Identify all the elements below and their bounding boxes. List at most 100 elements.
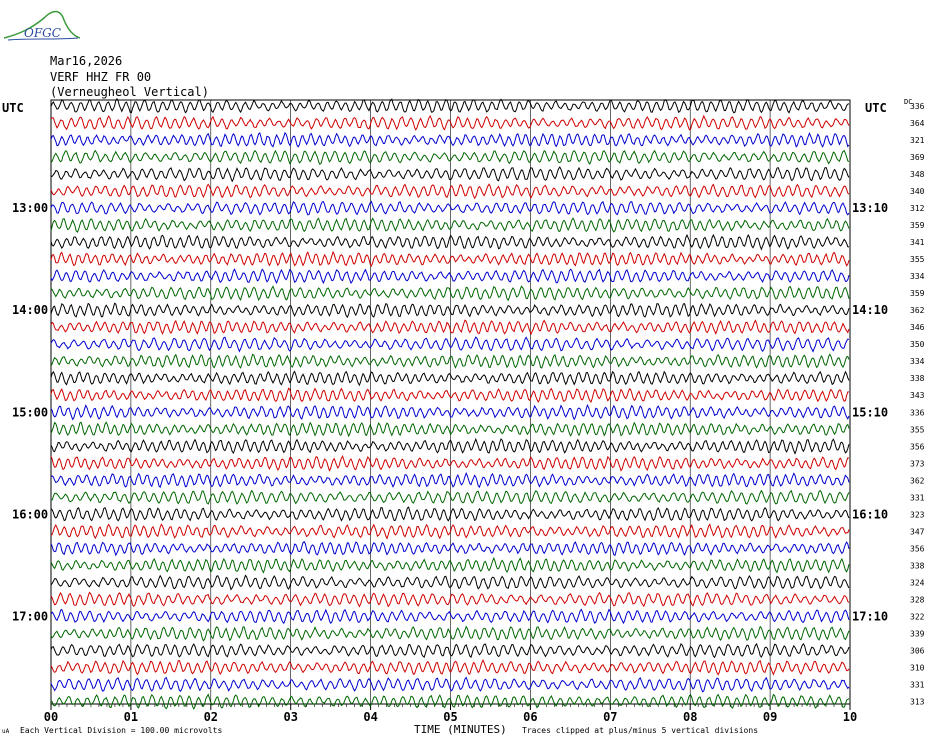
- dc-offset-value: 321: [910, 136, 925, 145]
- dc-offset-value: 346: [910, 323, 925, 332]
- logo-mountain-icon: [3, 10, 81, 41]
- x-tick-label: 03: [283, 710, 297, 724]
- dc-offset-value: 339: [910, 629, 925, 638]
- left-time-label: 15:00: [12, 405, 48, 419]
- trace-31: [50, 608, 850, 625]
- trace-8: [50, 217, 850, 233]
- dc-offset-value: 334: [910, 357, 925, 366]
- x-tick-label: 06: [523, 710, 537, 724]
- dc-offset-value: 355: [910, 425, 925, 434]
- dc-offset-value: 350: [910, 340, 925, 349]
- trace-24: [50, 489, 850, 505]
- x-tick-label: 00: [44, 710, 58, 724]
- clip-note: Traces clipped at plus/minus 5 vertical …: [522, 726, 759, 735]
- header-date: Mar16,2026: [50, 54, 123, 68]
- right-time-label: 15:10: [852, 405, 888, 419]
- dc-offset-value: 356: [910, 544, 925, 553]
- trace-11: [50, 268, 850, 285]
- trace-17: [50, 370, 850, 387]
- left-time-label: 16:00: [12, 507, 48, 521]
- trace-15: [50, 336, 850, 353]
- dc-offset-value: 364: [910, 119, 925, 128]
- x-tick-label: 10: [843, 710, 857, 724]
- trace-35: [50, 676, 850, 693]
- right-time-label: 17:10: [852, 609, 888, 623]
- trace-33: [50, 642, 850, 659]
- header-station: VERF HHZ FR 00: [50, 70, 152, 84]
- trace-26: [50, 523, 850, 540]
- trace-18: [50, 387, 850, 404]
- dc-offset-value: 322: [910, 612, 925, 621]
- trace-5: [50, 166, 850, 183]
- scale-note: Each Vertical Division = 100.00 microvol…: [20, 726, 223, 735]
- x-tick-label: 08: [683, 710, 697, 724]
- x-tick-label: 01: [124, 710, 138, 724]
- trace-23: [50, 472, 850, 489]
- trace-34: [50, 659, 850, 676]
- trace-20: [50, 421, 850, 438]
- trace-22: [50, 455, 850, 472]
- left-time-label: 13:00: [12, 201, 48, 215]
- dc-offset-value: 306: [910, 646, 925, 655]
- right-time-label: 14:10: [852, 303, 888, 317]
- dc-offset-value: 324: [910, 578, 925, 587]
- trace-36: [50, 693, 850, 710]
- left-time-label: 14:00: [12, 303, 48, 317]
- trace-16: [50, 353, 850, 369]
- dc-offset-value: 359: [910, 221, 925, 230]
- x-tick-label: 05: [443, 710, 457, 724]
- header-location: (Verneugheol Vertical): [50, 85, 209, 99]
- trace-10: [50, 250, 850, 267]
- dc-offset-value: 331: [910, 493, 925, 502]
- trace-29: [50, 574, 850, 591]
- dc-offset-value: 356: [910, 442, 925, 451]
- trace-3: [50, 131, 850, 148]
- x-tick-label: 04: [363, 710, 377, 724]
- trace-14: [50, 319, 850, 336]
- dc-label: DC: [904, 98, 913, 106]
- dc-offset-value: 338: [910, 561, 925, 570]
- dc-offset-value: 362: [910, 476, 925, 485]
- trace-4: [50, 149, 850, 165]
- trace-25: [50, 506, 850, 522]
- dc-offset-value: 336: [910, 408, 925, 417]
- dc-offset-value: 348: [910, 170, 925, 179]
- trace-13: [50, 302, 850, 319]
- left-time-label: 17:00: [12, 609, 48, 623]
- dc-offset-value: 313: [910, 697, 925, 706]
- trace-9: [50, 233, 850, 251]
- dc-offset-value: 312: [910, 204, 925, 213]
- trace-6: [50, 183, 850, 200]
- dc-offset-value: 355: [910, 255, 925, 264]
- dc-offset-value: 340: [910, 187, 925, 196]
- x-tick-label: 07: [603, 710, 617, 724]
- right-axis-label: UTC: [865, 101, 887, 115]
- dc-offset-value: 310: [910, 663, 925, 672]
- left-axis-label: UTC: [2, 101, 24, 115]
- right-time-label: 13:10: [852, 201, 888, 215]
- trace-2: [50, 114, 850, 131]
- dc-offset-value: 362: [910, 306, 925, 315]
- trace-7: [50, 200, 850, 216]
- trace-12: [50, 285, 850, 302]
- trace-30: [50, 591, 850, 608]
- trace-1: [50, 97, 850, 114]
- trace-28: [50, 556, 850, 574]
- dc-offset-value: 334: [910, 272, 925, 281]
- trace-21: [50, 437, 850, 455]
- right-time-label: 16:10: [852, 507, 888, 521]
- corner-mark: uA: [2, 728, 10, 735]
- dc-offset-value: 338: [910, 374, 925, 383]
- dc-offset-value: 343: [910, 391, 925, 400]
- dc-offset-value: 336: [910, 102, 925, 111]
- dc-offset-value: 347: [910, 527, 925, 536]
- x-tick-label: 09: [763, 710, 777, 724]
- x-axis-title: TIME (MINUTES): [414, 723, 507, 736]
- trace-27: [50, 540, 850, 557]
- dc-offset-value: 341: [910, 238, 925, 247]
- trace-19: [50, 403, 850, 421]
- dc-offset-value: 369: [910, 153, 925, 162]
- logo: OFGC: [2, 4, 82, 46]
- dc-offset-value: 373: [910, 459, 925, 468]
